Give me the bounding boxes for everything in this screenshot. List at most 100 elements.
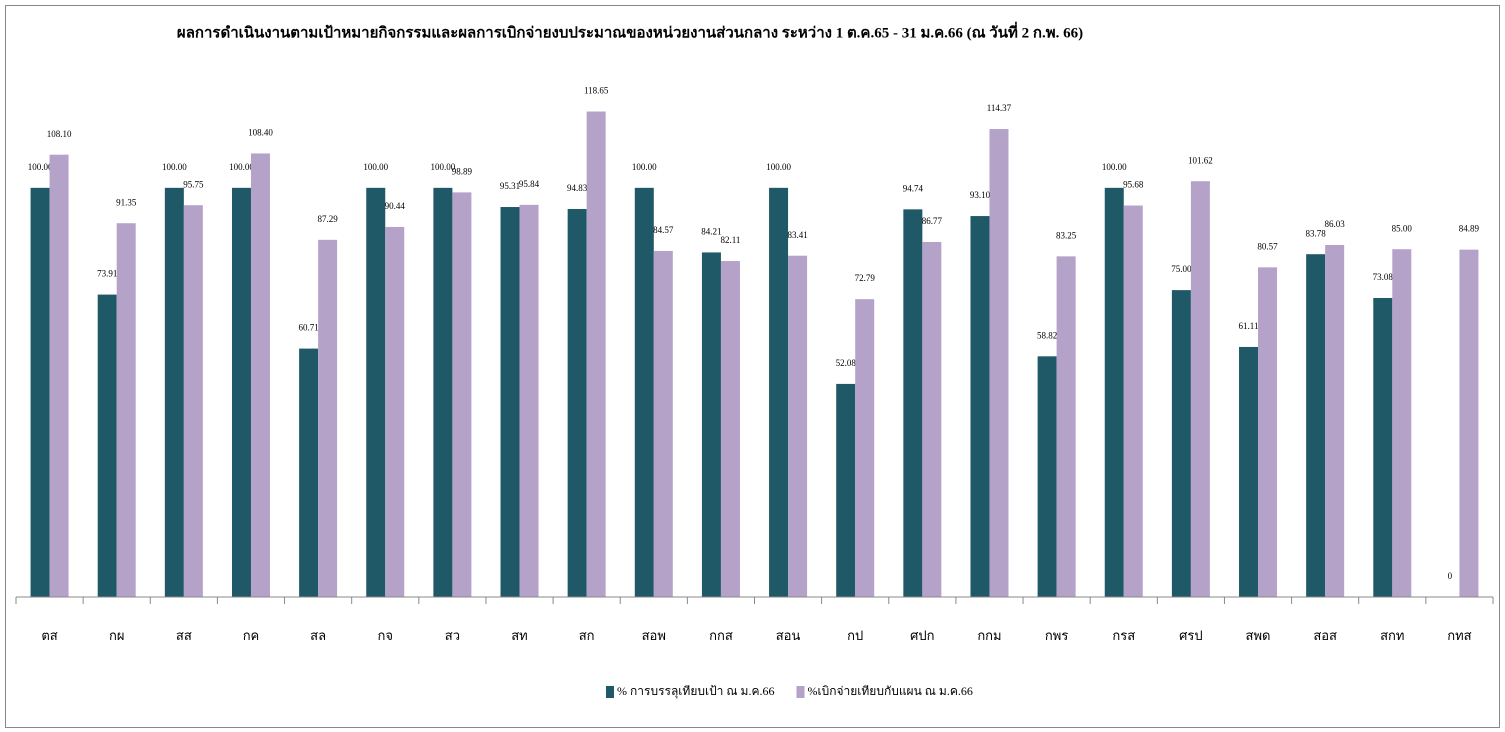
- bar: [653, 250, 673, 597]
- x-tick-label: ศปก: [910, 628, 934, 643]
- bar: [1258, 267, 1278, 597]
- bar: [1239, 346, 1259, 597]
- value-label: 100.00: [1102, 162, 1127, 172]
- x-tick-label: กจ: [378, 628, 394, 643]
- x-tick-label: ศรป: [1179, 628, 1203, 643]
- bar: [30, 187, 50, 598]
- chart-title: ผลการดำเนินงานตามเป้าหมายกิจกรรมและผลการ…: [177, 21, 1083, 41]
- x-tick-label: สอพ: [642, 628, 666, 643]
- legend-swatch: [606, 686, 614, 698]
- bar: [519, 204, 539, 597]
- bar: [116, 223, 136, 597]
- value-label: 100.00: [28, 162, 53, 172]
- value-label: 75.00: [1171, 264, 1192, 274]
- x-tick-label: สท: [511, 628, 528, 643]
- value-label: 98.89: [452, 166, 473, 176]
- x-tick-label: สส: [176, 628, 192, 643]
- value-label: 61.11: [1239, 321, 1259, 331]
- x-tick-label: กค: [243, 628, 260, 643]
- bar: [164, 187, 184, 598]
- bar: [634, 187, 654, 598]
- bar: [1373, 297, 1393, 597]
- x-tick-label: กกส: [709, 628, 733, 643]
- value-label: 100.00: [229, 162, 254, 172]
- x-tick-label: กรส: [1112, 628, 1135, 643]
- bar: [183, 205, 203, 598]
- value-label: 83.25: [1056, 230, 1077, 240]
- value-label: 114.37: [987, 103, 1012, 113]
- value-label: 0: [1448, 571, 1453, 581]
- bar: [586, 111, 606, 598]
- value-label: 52.08: [836, 358, 857, 368]
- x-tick-label: กทส: [1447, 628, 1471, 643]
- value-label: 86.03: [1325, 219, 1346, 229]
- bar: [250, 153, 270, 598]
- bar: [1459, 249, 1479, 597]
- x-tick-label: กพร: [1045, 628, 1068, 643]
- value-label: 58.82: [1037, 330, 1057, 340]
- bar: [922, 241, 942, 598]
- bar: [720, 261, 740, 597]
- value-label: 118.65: [584, 86, 609, 96]
- bar: [567, 208, 587, 597]
- bar: [970, 216, 990, 597]
- bar: [385, 226, 405, 598]
- bar: [231, 187, 251, 598]
- x-tick-label: สอน: [776, 628, 801, 643]
- value-label: 84.57: [653, 225, 674, 235]
- value-label: 72.79: [855, 273, 876, 283]
- value-label: 87.29: [317, 214, 338, 224]
- x-tick-label: สพด: [1246, 628, 1271, 643]
- value-label: 83.78: [1306, 228, 1327, 238]
- value-label: 95.75: [183, 179, 204, 189]
- value-label: 80.57: [1257, 241, 1278, 251]
- bar: [1123, 205, 1143, 597]
- bar: [366, 187, 386, 598]
- value-label: 73.91: [97, 269, 117, 279]
- bar: [1325, 244, 1345, 598]
- value-label: 91.35: [116, 197, 137, 207]
- bar: [903, 209, 923, 597]
- bar: [433, 187, 453, 598]
- x-tick-label: กป: [847, 628, 863, 643]
- value-label: 84.21: [701, 227, 721, 237]
- legend-label: %เบิกจ่ายเทียบกับแผน ณ ม.ค.66: [808, 684, 973, 698]
- value-label: 101.62: [1188, 155, 1213, 165]
- value-label: 100.00: [766, 162, 791, 172]
- bar: [299, 348, 319, 597]
- value-label: 60.71: [298, 323, 318, 333]
- value-label: 108.40: [248, 128, 273, 138]
- bar: [1190, 181, 1210, 597]
- x-tick-label: กผ: [109, 628, 125, 643]
- value-label: 83.41: [787, 230, 807, 240]
- value-label: 100.00: [162, 162, 187, 172]
- bar: [97, 294, 117, 597]
- bar: [855, 299, 875, 597]
- bar: [318, 239, 338, 597]
- value-label: 95.68: [1123, 180, 1144, 190]
- x-tick-label: ตส: [41, 628, 57, 643]
- bar: [1306, 254, 1326, 597]
- value-label: 84.89: [1459, 224, 1480, 234]
- bar: [1392, 249, 1412, 598]
- value-label: 73.08: [1373, 272, 1394, 282]
- value-label: 90.44: [385, 201, 406, 211]
- value-label: 85.00: [1392, 223, 1413, 233]
- legend-swatch: [796, 686, 805, 698]
- x-tick-label: สอส: [1313, 628, 1337, 643]
- bar: [49, 154, 69, 597]
- value-label: 95.84: [519, 179, 540, 189]
- value-label: 94.83: [567, 183, 588, 193]
- value-label: 108.10: [47, 129, 72, 139]
- bar: [1056, 256, 1076, 597]
- value-label: 100.00: [431, 162, 456, 172]
- bar: [1037, 356, 1057, 597]
- value-label: 100.00: [632, 162, 657, 172]
- bar: [836, 383, 856, 597]
- bar: [769, 187, 789, 598]
- bar: [989, 129, 1009, 598]
- value-label: 95.31: [500, 181, 520, 191]
- bar: [452, 192, 472, 598]
- x-tick-label: สล: [310, 628, 326, 643]
